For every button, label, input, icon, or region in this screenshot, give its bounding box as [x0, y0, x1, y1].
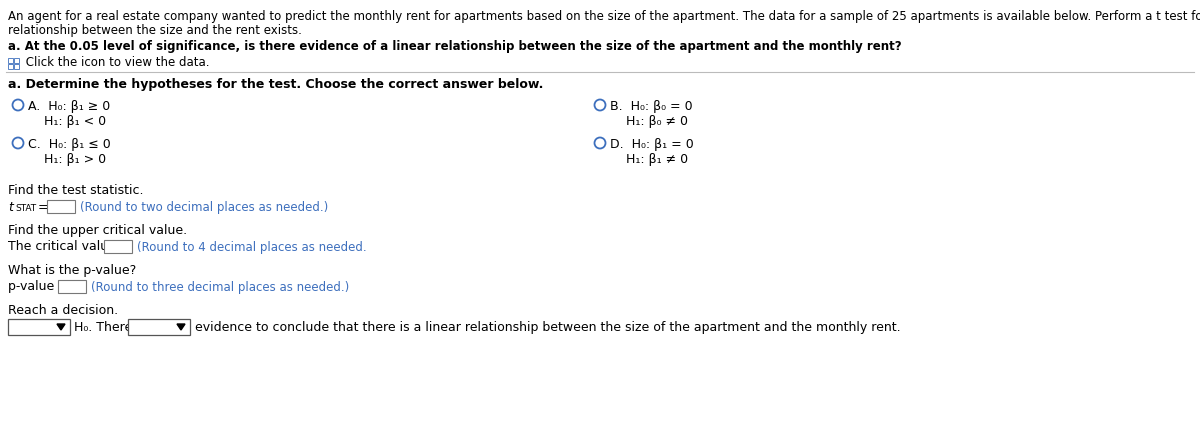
- Text: Reach a decision.: Reach a decision.: [8, 304, 118, 317]
- Text: H₀. There is: H₀. There is: [74, 321, 146, 334]
- Text: relationship between the size and the rent exists.: relationship between the size and the re…: [8, 24, 302, 37]
- Text: STAT: STAT: [14, 204, 36, 213]
- Text: Click the icon to view the data.: Click the icon to view the data.: [22, 56, 210, 69]
- Text: t: t: [8, 201, 13, 214]
- Text: H₁: β₁ > 0: H₁: β₁ > 0: [44, 153, 106, 166]
- Text: Find the test statistic.: Find the test statistic.: [8, 184, 144, 197]
- Bar: [8, 64, 13, 69]
- Text: The critical value is: The critical value is: [8, 240, 138, 253]
- Bar: [8, 319, 70, 335]
- Text: D.  H₀: β₁ = 0: D. H₀: β₁ = 0: [610, 138, 694, 151]
- Text: C.  H₀: β₁ ≤ 0: C. H₀: β₁ ≤ 0: [28, 138, 110, 151]
- Bar: [14, 64, 19, 69]
- Text: =: =: [38, 201, 49, 214]
- Bar: [58, 280, 86, 293]
- Text: (Round to two decimal places as needed.): (Round to two decimal places as needed.): [80, 201, 329, 214]
- Text: An agent for a real estate company wanted to predict the monthly rent for apartm: An agent for a real estate company wante…: [8, 10, 1200, 23]
- Text: What is the p-value?: What is the p-value?: [8, 264, 137, 277]
- Text: H₁: β₀ ≠ 0: H₁: β₀ ≠ 0: [626, 115, 688, 128]
- Text: p-value =: p-value =: [8, 280, 68, 293]
- Text: a. Determine the hypotheses for the test. Choose the correct answer below.: a. Determine the hypotheses for the test…: [8, 78, 544, 91]
- Text: evidence to conclude that there is a linear relationship between the size of the: evidence to conclude that there is a lin…: [194, 321, 901, 334]
- Bar: [104, 240, 132, 253]
- Polygon shape: [58, 324, 65, 330]
- Text: Find the upper critical value.: Find the upper critical value.: [8, 224, 187, 237]
- Text: H₁: β₁ ≠ 0: H₁: β₁ ≠ 0: [626, 153, 688, 166]
- Bar: [8, 58, 13, 63]
- Text: (Round to three decimal places as needed.): (Round to three decimal places as needed…: [91, 281, 349, 294]
- Bar: [128, 319, 190, 335]
- Polygon shape: [178, 324, 185, 330]
- Text: (Round to 4 decimal places as needed.: (Round to 4 decimal places as needed.: [137, 241, 367, 254]
- Bar: [47, 200, 74, 213]
- Text: B.  H₀: β₀ = 0: B. H₀: β₀ = 0: [610, 100, 692, 113]
- Text: A.  H₀: β₁ ≥ 0: A. H₀: β₁ ≥ 0: [28, 100, 110, 113]
- Bar: [14, 58, 19, 63]
- Text: H₁: β₁ < 0: H₁: β₁ < 0: [44, 115, 106, 128]
- Text: a. At the 0.05 level of significance, is there evidence of a linear relationship: a. At the 0.05 level of significance, is…: [8, 40, 901, 53]
